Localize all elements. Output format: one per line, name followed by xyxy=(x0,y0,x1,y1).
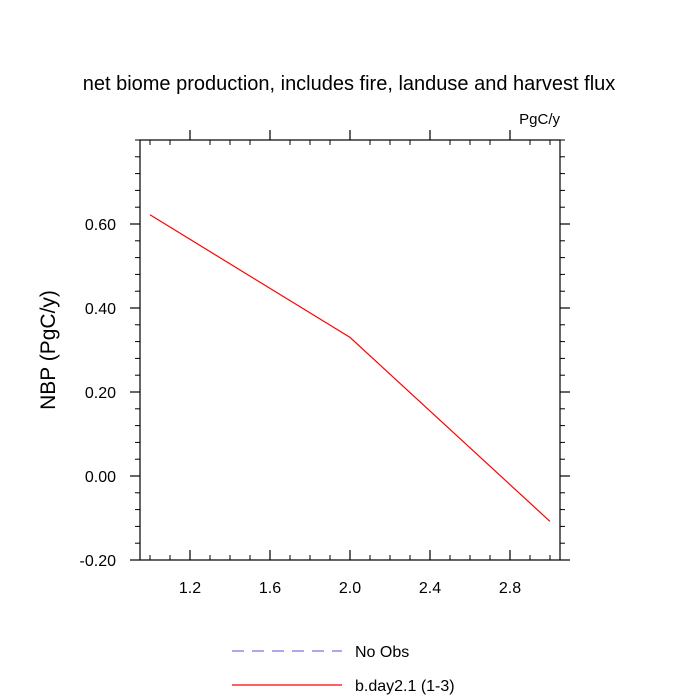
y-axis: -0.20 0.00 0.20 0.40 0.60 xyxy=(80,139,570,570)
y-tick-label: 0.20 xyxy=(85,385,116,402)
y-tick-label: -0.20 xyxy=(80,553,117,570)
plot-border xyxy=(139,139,561,561)
chart-title: net biome production, includes fire, lan… xyxy=(83,73,616,95)
x-tick-label: 1.6 xyxy=(259,580,281,597)
series-layer xyxy=(149,214,551,522)
y-tick-label: 0.40 xyxy=(85,301,116,318)
series-line xyxy=(149,214,551,522)
y-axis-title: NBP (PgC/y) xyxy=(37,290,60,410)
y-tick-label: 0.60 xyxy=(85,217,116,234)
legend: No Obs b.day2.1 (1-3) xyxy=(232,644,455,695)
x-tick-label: 2.4 xyxy=(419,580,441,597)
units-label: PgC/y xyxy=(519,111,560,128)
y-tick-label: 0.00 xyxy=(85,469,116,486)
x-tick-label: 2.0 xyxy=(339,580,361,597)
x-tick-label: 1.2 xyxy=(179,580,201,597)
x-axis: 1.2 1.6 2.0 2.4 2.8 xyxy=(149,130,551,597)
plot-frame xyxy=(139,139,561,561)
legend-label: No Obs xyxy=(355,644,409,661)
legend-label: b.day2.1 (1-3) xyxy=(355,678,455,695)
x-tick-label: 2.8 xyxy=(499,580,521,597)
